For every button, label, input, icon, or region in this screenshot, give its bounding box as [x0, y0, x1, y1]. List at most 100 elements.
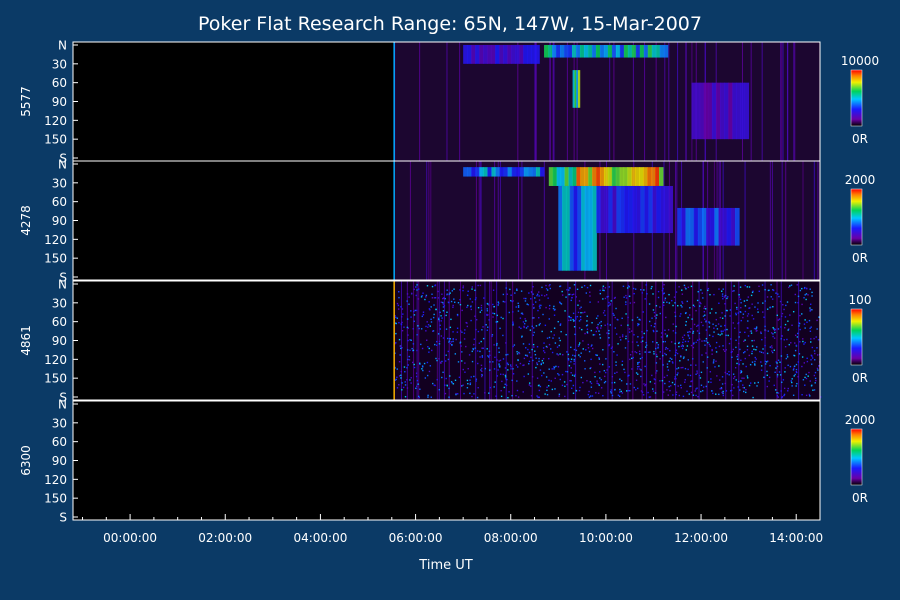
noise-pixel: [525, 327, 528, 329]
noise-pixel: [464, 329, 466, 331]
noise-pixel: [773, 384, 775, 387]
noise-pixel: [596, 380, 598, 382]
streak: [475, 281, 477, 400]
noise-pixel: [413, 310, 415, 313]
noise-pixel: [573, 363, 575, 365]
noise-pixel: [486, 302, 489, 305]
noise-pixel: [665, 316, 667, 319]
noise-pixel: [661, 379, 664, 382]
noise-pixel: [665, 353, 667, 356]
emission-cell: [695, 82, 701, 140]
noise-pixel: [628, 286, 631, 288]
noise-pixel: [525, 320, 527, 322]
noise-pixel: [600, 320, 602, 323]
streak: [780, 281, 782, 400]
noise-pixel: [574, 355, 576, 357]
noise-pixel: [594, 371, 596, 374]
noise-pixel: [782, 303, 784, 306]
noise-pixel: [394, 379, 396, 381]
noise-pixel: [625, 294, 627, 297]
y-tick-label: 90: [52, 95, 67, 109]
streak: [793, 42, 795, 161]
noise-pixel: [636, 341, 638, 343]
noise-pixel: [640, 341, 642, 343]
noise-pixel: [700, 371, 703, 374]
noise-pixel: [600, 378, 602, 381]
noise-pixel: [814, 359, 816, 361]
noise-pixel: [627, 340, 630, 343]
noise-pixel: [684, 381, 686, 383]
noise-pixel: [696, 387, 698, 389]
noise-pixel: [396, 387, 399, 389]
noise-pixel: [809, 307, 811, 309]
noise-pixel: [661, 289, 664, 292]
noise-pixel: [455, 338, 457, 341]
noise-pixel: [460, 345, 462, 347]
noise-pixel: [801, 287, 803, 290]
noise-pixel: [565, 370, 567, 373]
emission-cell: [568, 167, 573, 186]
emission-cell: [599, 167, 605, 186]
noise-pixel: [611, 394, 614, 397]
noise-pixel: [591, 395, 594, 397]
noise-pixel: [571, 296, 573, 299]
noise-pixel: [586, 286, 589, 289]
colorbar: [850, 69, 863, 127]
noise-pixel: [558, 337, 560, 339]
noise-pixel: [572, 392, 575, 394]
data-region: [394, 42, 820, 161]
emission-cell: [619, 45, 625, 58]
emission-cell: [579, 45, 585, 58]
streak: [675, 281, 677, 400]
noise-pixel: [709, 371, 712, 373]
noise-pixel: [774, 328, 777, 331]
noise-pixel: [572, 384, 575, 387]
noise-pixel: [817, 339, 820, 341]
noise-pixel: [626, 287, 629, 289]
noise-pixel: [747, 320, 749, 322]
noise-pixel: [776, 394, 778, 397]
noise-pixel: [530, 356, 532, 359]
noise-pixel: [739, 286, 742, 288]
noise-pixel: [528, 384, 531, 386]
noise-pixel: [415, 387, 417, 390]
noise-pixel: [550, 348, 552, 350]
noise-pixel: [721, 317, 724, 319]
noise-pixel: [491, 334, 494, 336]
noise-pixel: [536, 346, 539, 348]
noise-pixel: [735, 346, 737, 349]
noise-pixel: [746, 315, 749, 317]
emission-cell: [615, 167, 621, 186]
emission-cell: [495, 45, 500, 64]
noise-pixel: [461, 331, 463, 333]
noise-pixel: [810, 359, 812, 361]
noise-pixel: [504, 374, 507, 377]
noise-pixel: [633, 292, 635, 295]
noise-pixel: [517, 302, 519, 305]
noise-pixel: [452, 383, 455, 385]
noise-pixel: [535, 301, 537, 303]
streak: [706, 281, 708, 400]
noise-pixel: [519, 317, 522, 319]
noise-pixel: [469, 383, 471, 386]
noise-pixel: [708, 322, 711, 324]
noise-pixel: [496, 342, 498, 345]
noise-pixel: [796, 336, 799, 338]
noise-pixel: [502, 317, 504, 320]
emission-cell: [730, 207, 736, 246]
noise-pixel: [718, 365, 720, 367]
emission-cell: [668, 185, 674, 234]
noise-pixel: [678, 341, 681, 344]
noise-pixel: [496, 359, 498, 361]
noise-pixel: [595, 392, 597, 394]
noise-pixel: [709, 345, 711, 347]
noise-pixel: [507, 369, 509, 371]
emission-cell: [471, 167, 476, 177]
noise-pixel: [570, 372, 572, 374]
streak: [549, 42, 551, 161]
noise-pixel: [680, 313, 682, 315]
noise-pixel: [578, 389, 581, 392]
noise-pixel: [486, 348, 488, 350]
streak: [446, 42, 448, 161]
noise-pixel: [784, 345, 787, 348]
